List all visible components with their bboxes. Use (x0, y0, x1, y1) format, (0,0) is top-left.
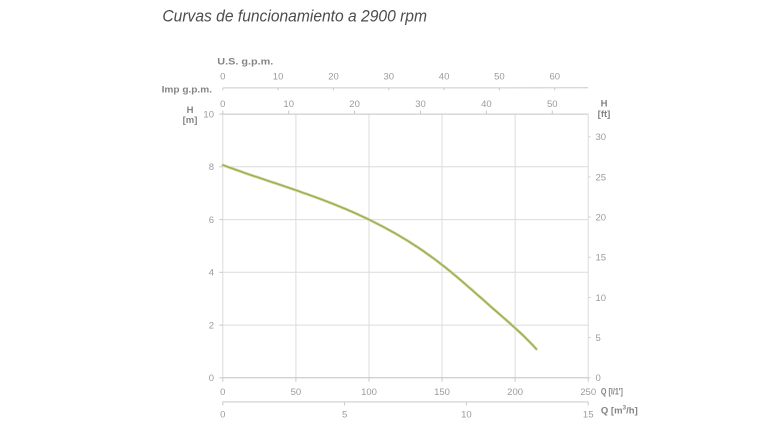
svg-text:250: 250 (580, 387, 596, 398)
svg-text:0: 0 (220, 410, 225, 421)
svg-text:20: 20 (349, 99, 360, 110)
svg-text:200: 200 (507, 387, 523, 398)
svg-text:0: 0 (209, 373, 214, 384)
svg-text:50: 50 (494, 72, 505, 83)
svg-text:10: 10 (203, 110, 214, 121)
svg-text:0: 0 (220, 72, 225, 83)
svg-text:100: 100 (361, 387, 377, 398)
svg-text:0: 0 (220, 387, 225, 398)
svg-text:H: H (601, 99, 608, 110)
svg-text:30: 30 (596, 132, 607, 143)
svg-text:25: 25 (596, 172, 607, 183)
svg-text:Imp g.p.m.: Imp g.p.m. (162, 84, 212, 95)
svg-text:0: 0 (596, 373, 601, 384)
svg-text:4: 4 (209, 268, 214, 279)
svg-text:8: 8 (209, 162, 214, 173)
svg-text:[ft]: [ft] (598, 109, 611, 120)
svg-text:5: 5 (596, 333, 601, 344)
svg-text:Curvas de funcionamiento a 290: Curvas de funcionamiento a 2900 rpm (162, 7, 427, 25)
svg-text:30: 30 (384, 72, 395, 83)
svg-text:150: 150 (434, 387, 450, 398)
svg-text:6: 6 (209, 215, 214, 226)
svg-text:50: 50 (547, 99, 558, 110)
svg-text:0: 0 (220, 99, 225, 110)
svg-text:40: 40 (439, 72, 450, 83)
svg-text:Q [l/1']: Q [l/1'] (601, 387, 623, 398)
svg-text:50: 50 (291, 387, 302, 398)
svg-text:15: 15 (596, 253, 607, 264)
svg-text:10: 10 (596, 293, 607, 304)
svg-text:5: 5 (342, 410, 347, 421)
svg-text:10: 10 (273, 72, 284, 83)
svg-text:20: 20 (596, 213, 607, 224)
svg-text:10: 10 (283, 99, 294, 110)
svg-text:[m]: [m] (183, 115, 198, 126)
svg-text:15: 15 (583, 410, 594, 421)
svg-text:U.S. g.p.m.: U.S. g.p.m. (217, 57, 273, 68)
svg-text:20: 20 (328, 72, 339, 83)
svg-text:10: 10 (461, 410, 472, 421)
svg-text:2: 2 (209, 321, 214, 332)
svg-text:60: 60 (550, 72, 561, 83)
svg-text:30: 30 (415, 99, 426, 110)
svg-text:H: H (187, 105, 194, 116)
svg-text:Q [m3/h]: Q [m3/h] (601, 405, 638, 417)
svg-text:40: 40 (481, 99, 492, 110)
